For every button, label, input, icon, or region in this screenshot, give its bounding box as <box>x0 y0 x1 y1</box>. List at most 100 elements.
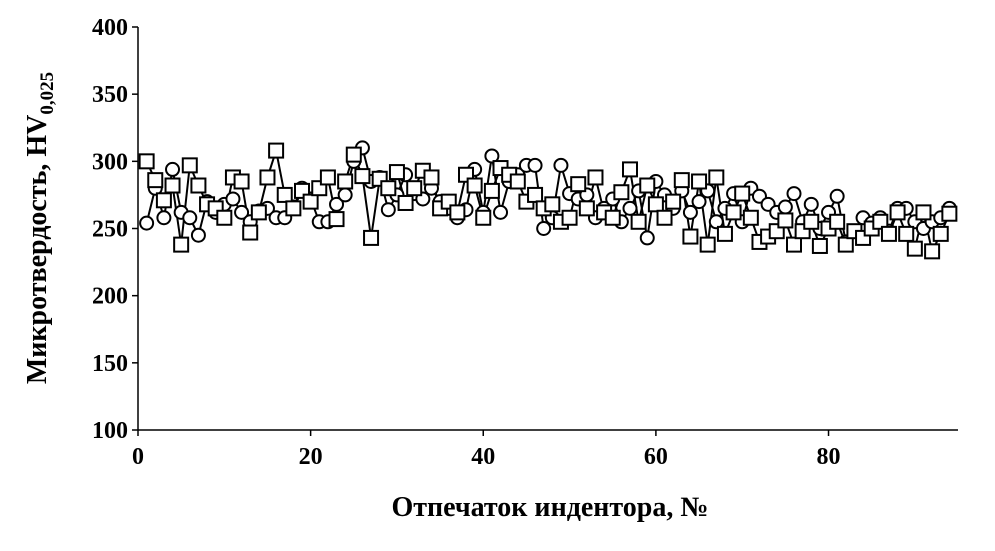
circle-marker <box>484 148 500 164</box>
square-marker <box>889 204 906 221</box>
y-tick-label: 300 <box>92 149 128 175</box>
circle-marker <box>777 199 793 215</box>
square-marker <box>406 180 423 197</box>
y-tick-label: 250 <box>92 217 128 243</box>
y-tick-label: 100 <box>92 418 128 444</box>
square-marker <box>941 205 958 222</box>
square-marker <box>734 185 751 202</box>
square-marker <box>777 212 794 229</box>
square-marker <box>190 177 207 194</box>
square-marker <box>397 194 414 211</box>
square-marker <box>147 172 164 189</box>
square-marker <box>259 169 276 186</box>
square-marker <box>527 186 544 203</box>
square-marker <box>639 177 656 194</box>
square-marker <box>613 184 630 201</box>
square-marker <box>164 177 181 194</box>
x-tick-label: 80 <box>817 444 841 470</box>
square-marker <box>880 225 897 242</box>
square-marker <box>786 236 802 253</box>
circle-marker <box>337 187 353 203</box>
square-marker <box>829 213 846 230</box>
circle-marker <box>493 204 509 220</box>
circle-marker <box>156 210 172 226</box>
square-marker <box>561 209 578 226</box>
circle-marker <box>622 200 638 216</box>
square-marker <box>915 204 932 221</box>
circle-marker <box>691 194 707 210</box>
circle-marker <box>380 202 396 218</box>
square-marker <box>483 182 500 199</box>
circle-marker <box>234 204 250 220</box>
circle-marker <box>786 186 802 202</box>
square-marker <box>665 193 682 210</box>
square-marker <box>388 164 405 181</box>
square-marker <box>319 169 336 186</box>
square-marker <box>181 157 198 174</box>
square-marker <box>656 209 673 226</box>
circle-marker <box>182 210 198 226</box>
circle-marker <box>553 157 569 173</box>
square-marker <box>898 225 915 242</box>
square-marker <box>276 186 293 203</box>
square-marker <box>216 209 233 226</box>
y-axis-label-subscript: 0,025 <box>37 72 58 115</box>
circle-marker <box>682 204 698 220</box>
square-marker <box>647 196 664 213</box>
square-marker <box>138 153 155 170</box>
square-marker <box>906 240 923 257</box>
square-marker <box>544 196 561 213</box>
square-marker <box>337 173 354 190</box>
x-axis-label: Отпечаток индентора, № <box>391 492 708 523</box>
x-tick-label: 60 <box>644 444 668 470</box>
y-axis-label: Микротвердость, HV0,025 <box>22 72 58 384</box>
y-tick-label: 200 <box>92 284 128 310</box>
square-marker <box>932 225 949 242</box>
y-axis-label-main: Микротвердость, HV <box>22 115 53 385</box>
square-marker <box>268 142 285 159</box>
square-marker <box>345 146 362 163</box>
square-marker <box>380 180 397 197</box>
square-marker <box>587 169 604 186</box>
y-tick-label: 400 <box>92 15 128 41</box>
square-marker <box>354 168 371 185</box>
x-tick-label: 0 <box>132 444 144 470</box>
square-marker <box>837 236 854 253</box>
square-marker <box>250 204 267 221</box>
square-marker <box>872 213 889 230</box>
square-marker <box>363 229 380 246</box>
square-marker <box>725 204 742 221</box>
square-marker <box>173 236 190 253</box>
circle-marker <box>190 227 206 243</box>
square-marker <box>302 193 319 210</box>
circle-marker <box>803 196 819 212</box>
square-marker <box>716 225 733 242</box>
square-marker <box>242 224 259 241</box>
square-marker <box>578 200 595 217</box>
circle-marker <box>225 191 241 207</box>
square-marker <box>699 236 716 253</box>
x-tick-label: 40 <box>471 444 495 470</box>
square-marker <box>924 243 941 260</box>
square-marker <box>233 173 250 190</box>
circle-marker <box>639 230 655 246</box>
square-marker <box>691 173 708 190</box>
square-marker <box>285 200 302 217</box>
square-marker <box>682 228 699 245</box>
square-marker <box>742 209 759 226</box>
circle-marker <box>139 215 155 231</box>
circle-marker <box>708 214 724 230</box>
square-marker <box>604 209 621 226</box>
square-marker <box>475 209 492 226</box>
y-tick-label: 150 <box>92 351 128 377</box>
square-marker <box>155 192 172 209</box>
circle-marker <box>829 188 845 204</box>
circle-marker <box>536 221 552 236</box>
square-marker <box>328 211 345 228</box>
square-marker <box>570 176 587 193</box>
square-marker <box>630 213 647 230</box>
circle-marker <box>165 161 181 177</box>
circle-marker <box>329 196 345 212</box>
